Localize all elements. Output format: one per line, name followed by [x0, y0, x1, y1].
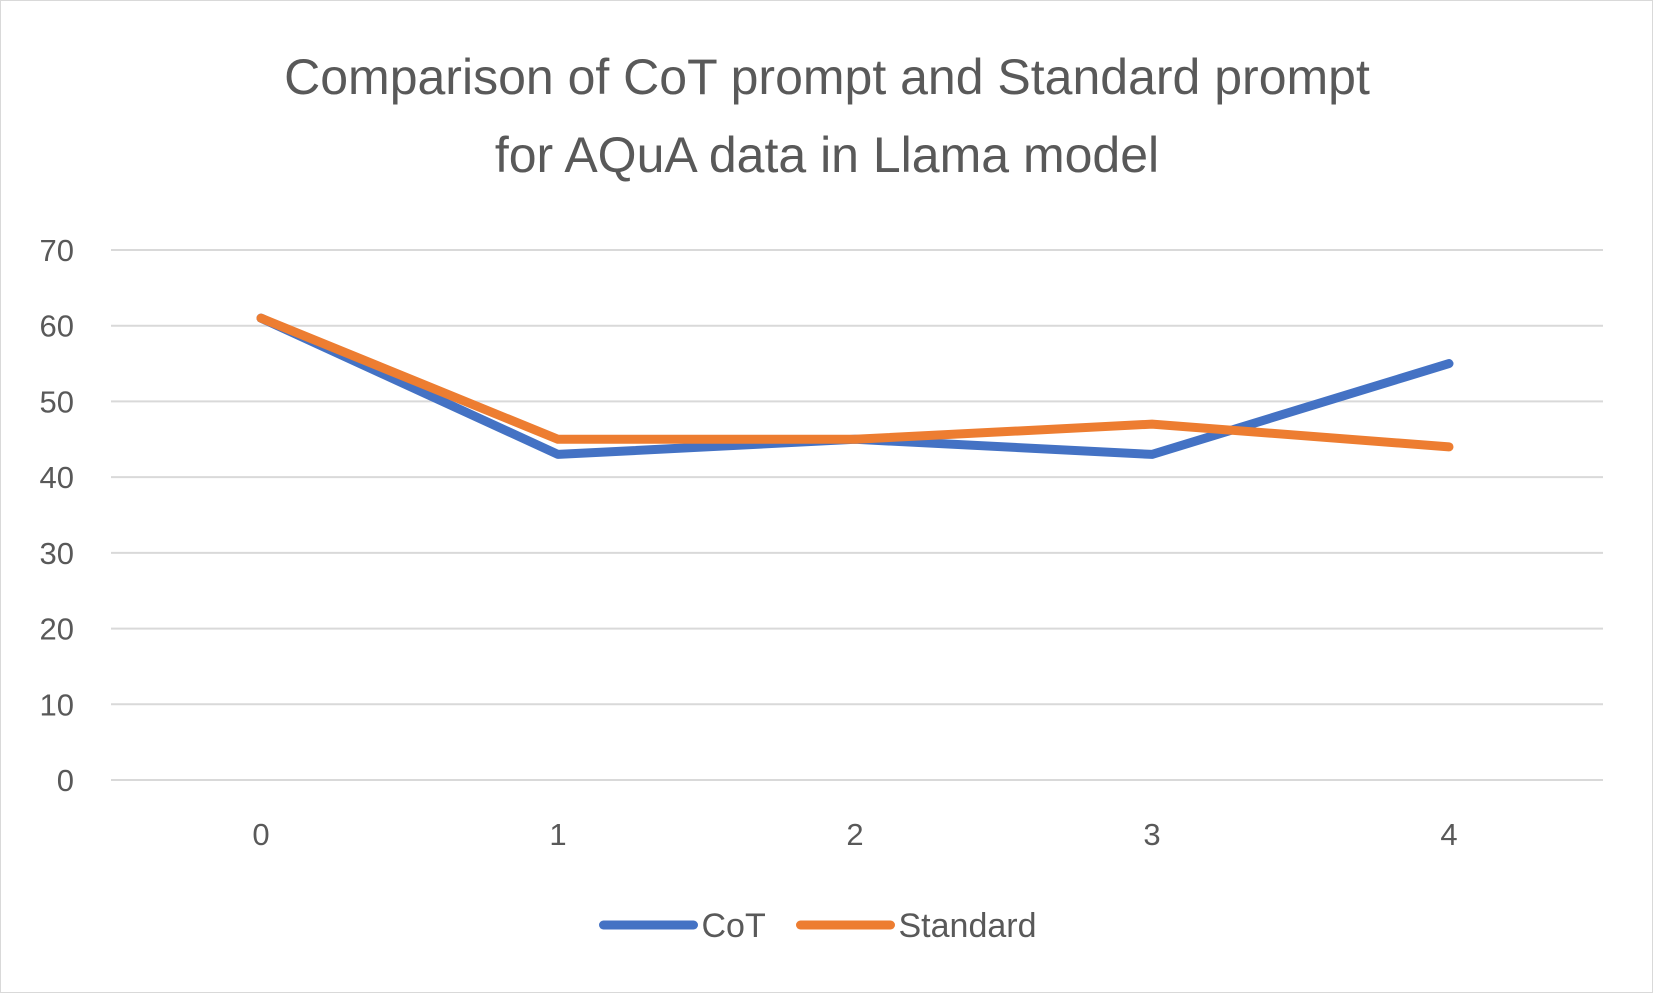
y-tick-label-0: 0 — [57, 763, 74, 798]
chart-title: Comparison of CoT prompt and Standard pr… — [284, 49, 1370, 183]
x-axis-tick-labels: 0 1 2 3 4 — [252, 817, 1457, 852]
legend-label-standard: Standard — [899, 907, 1037, 945]
chart-title-line-2: for AQuA data in Llama model — [495, 127, 1159, 183]
legend-label-cot: CoT — [702, 907, 766, 945]
series-line-standard — [256, 313, 1454, 452]
x-tick-label-1: 1 — [549, 817, 566, 852]
series-lines — [256, 313, 1454, 459]
y-tick-label-60: 60 — [40, 309, 74, 344]
y-tick-label-70: 70 — [40, 233, 74, 268]
y-tick-label-50: 50 — [40, 384, 74, 419]
legend: CoT Standard — [599, 907, 1037, 945]
y-tick-label-20: 20 — [40, 612, 74, 647]
y-tick-label-30: 30 — [40, 536, 74, 571]
x-tick-label-0: 0 — [252, 817, 269, 852]
x-tick-label-4: 4 — [1440, 817, 1457, 852]
x-tick-label-3: 3 — [1143, 817, 1160, 852]
gridlines — [111, 249, 1603, 781]
chart-title-line-1: Comparison of CoT prompt and Standard pr… — [284, 49, 1370, 105]
x-tick-label-2: 2 — [846, 817, 863, 852]
y-tick-label-10: 10 — [40, 687, 74, 722]
y-axis-tick-labels: 0 10 20 30 40 50 60 70 — [40, 233, 74, 798]
y-tick-label-40: 40 — [40, 460, 74, 495]
